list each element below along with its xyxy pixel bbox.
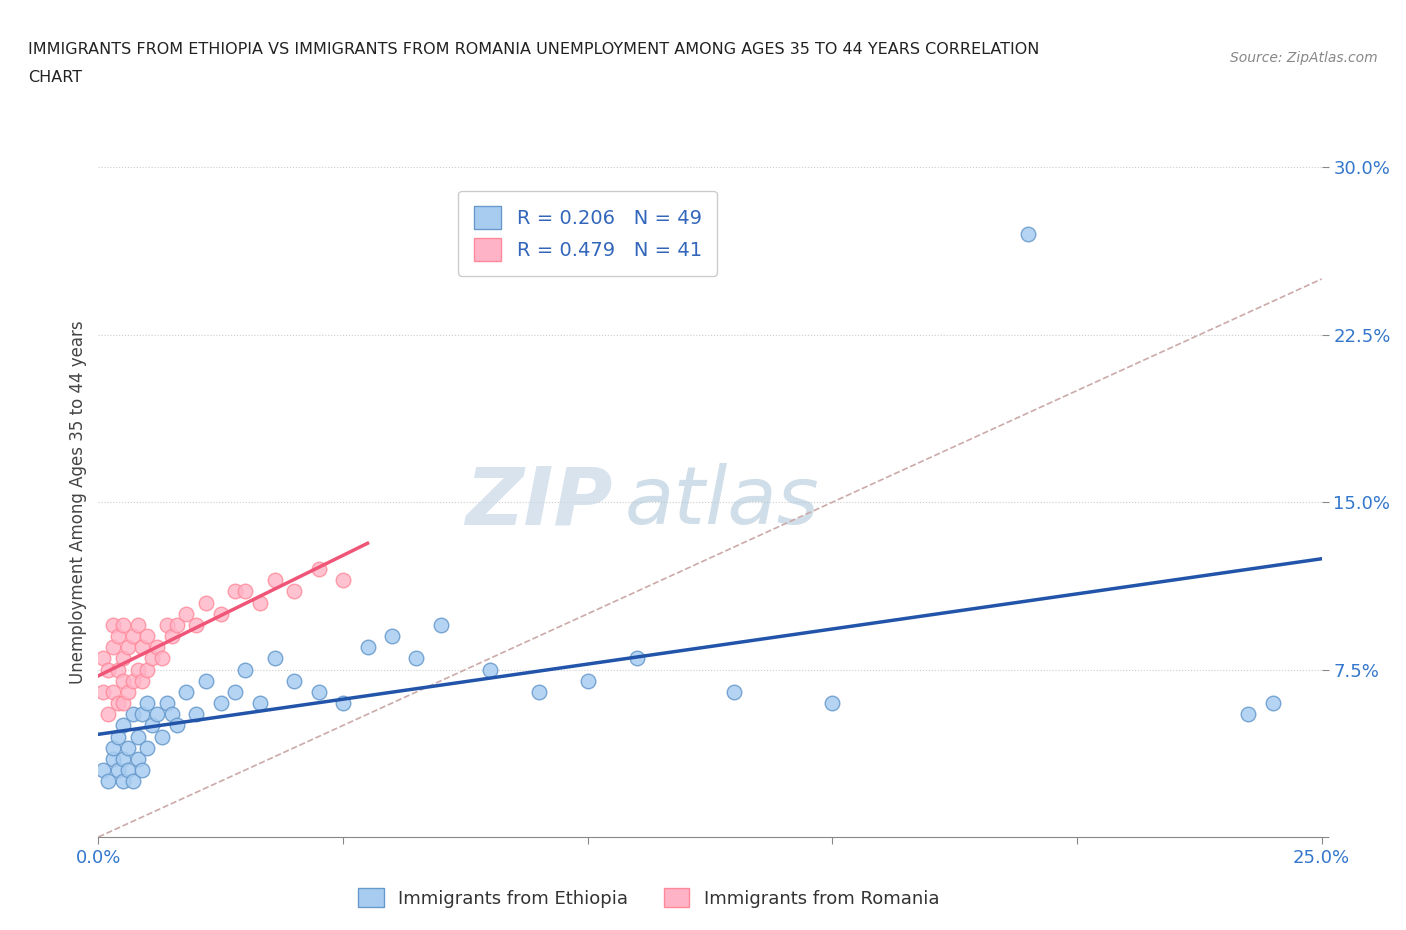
Text: atlas: atlas xyxy=(624,463,820,541)
Point xyxy=(195,595,218,610)
Point xyxy=(111,696,134,711)
Point xyxy=(101,640,124,655)
Legend: Immigrants from Ethiopia, Immigrants from Romania: Immigrants from Ethiopia, Immigrants fro… xyxy=(352,882,946,915)
Point xyxy=(117,640,139,655)
Point xyxy=(224,684,246,699)
Point xyxy=(1261,696,1284,711)
Point xyxy=(136,740,159,755)
Point xyxy=(1017,227,1039,242)
Point xyxy=(176,606,198,621)
Point xyxy=(141,651,163,666)
Point xyxy=(127,618,149,632)
Point xyxy=(263,573,285,588)
Point xyxy=(283,584,305,599)
Point xyxy=(111,751,134,766)
Point xyxy=(527,684,550,699)
Point xyxy=(1237,707,1260,722)
Point xyxy=(186,707,208,722)
Point xyxy=(576,673,599,688)
Point xyxy=(101,751,124,766)
Point xyxy=(233,662,256,677)
Point xyxy=(356,640,378,655)
Point xyxy=(332,696,354,711)
Point xyxy=(430,618,453,632)
Text: ZIP: ZIP xyxy=(465,463,612,541)
Point xyxy=(166,618,188,632)
Point xyxy=(156,696,179,711)
Point xyxy=(283,673,305,688)
Point xyxy=(146,707,169,722)
Point xyxy=(405,651,427,666)
Point xyxy=(117,684,139,699)
Point xyxy=(131,763,153,777)
Point xyxy=(136,696,159,711)
Point xyxy=(141,718,163,733)
Point xyxy=(97,662,120,677)
Point xyxy=(723,684,745,699)
Point xyxy=(117,740,139,755)
Point xyxy=(107,629,129,644)
Point xyxy=(107,662,129,677)
Point xyxy=(478,662,501,677)
Point xyxy=(160,629,183,644)
Point xyxy=(150,651,173,666)
Point xyxy=(127,751,149,766)
Point xyxy=(91,763,114,777)
Point xyxy=(107,729,129,744)
Point xyxy=(176,684,198,699)
Point xyxy=(381,629,404,644)
Point xyxy=(121,707,143,722)
Point xyxy=(101,618,124,632)
Point xyxy=(209,696,232,711)
Point xyxy=(121,774,143,789)
Point xyxy=(156,618,179,632)
Point xyxy=(249,696,271,711)
Point xyxy=(308,684,330,699)
Point xyxy=(97,707,120,722)
Point xyxy=(136,662,159,677)
Point xyxy=(209,606,232,621)
Point xyxy=(121,673,143,688)
Point xyxy=(101,684,124,699)
Point xyxy=(91,684,114,699)
Point xyxy=(97,774,120,789)
Y-axis label: Unemployment Among Ages 35 to 44 years: Unemployment Among Ages 35 to 44 years xyxy=(69,321,87,684)
Text: IMMIGRANTS FROM ETHIOPIA VS IMMIGRANTS FROM ROMANIA UNEMPLOYMENT AMONG AGES 35 T: IMMIGRANTS FROM ETHIOPIA VS IMMIGRANTS F… xyxy=(28,42,1039,57)
Point xyxy=(150,729,173,744)
Point xyxy=(186,618,208,632)
Point xyxy=(111,673,134,688)
Point xyxy=(111,651,134,666)
Text: Source: ZipAtlas.com: Source: ZipAtlas.com xyxy=(1230,51,1378,65)
Point xyxy=(249,595,271,610)
Point xyxy=(127,662,149,677)
Point xyxy=(821,696,844,711)
Point xyxy=(131,673,153,688)
Point xyxy=(146,640,169,655)
Point xyxy=(101,740,124,755)
Point xyxy=(111,618,134,632)
Point xyxy=(233,584,256,599)
Point xyxy=(332,573,354,588)
Point xyxy=(136,629,159,644)
Point xyxy=(111,718,134,733)
Point xyxy=(107,696,129,711)
Text: CHART: CHART xyxy=(28,70,82,85)
Point xyxy=(121,629,143,644)
Point xyxy=(308,562,330,577)
Point xyxy=(131,707,153,722)
Point xyxy=(131,640,153,655)
Point xyxy=(195,673,218,688)
Point xyxy=(127,729,149,744)
Point xyxy=(224,584,246,599)
Point xyxy=(91,651,114,666)
Point xyxy=(111,774,134,789)
Point xyxy=(626,651,648,666)
Point xyxy=(160,707,183,722)
Point xyxy=(117,763,139,777)
Point xyxy=(166,718,188,733)
Point xyxy=(107,763,129,777)
Point xyxy=(263,651,285,666)
